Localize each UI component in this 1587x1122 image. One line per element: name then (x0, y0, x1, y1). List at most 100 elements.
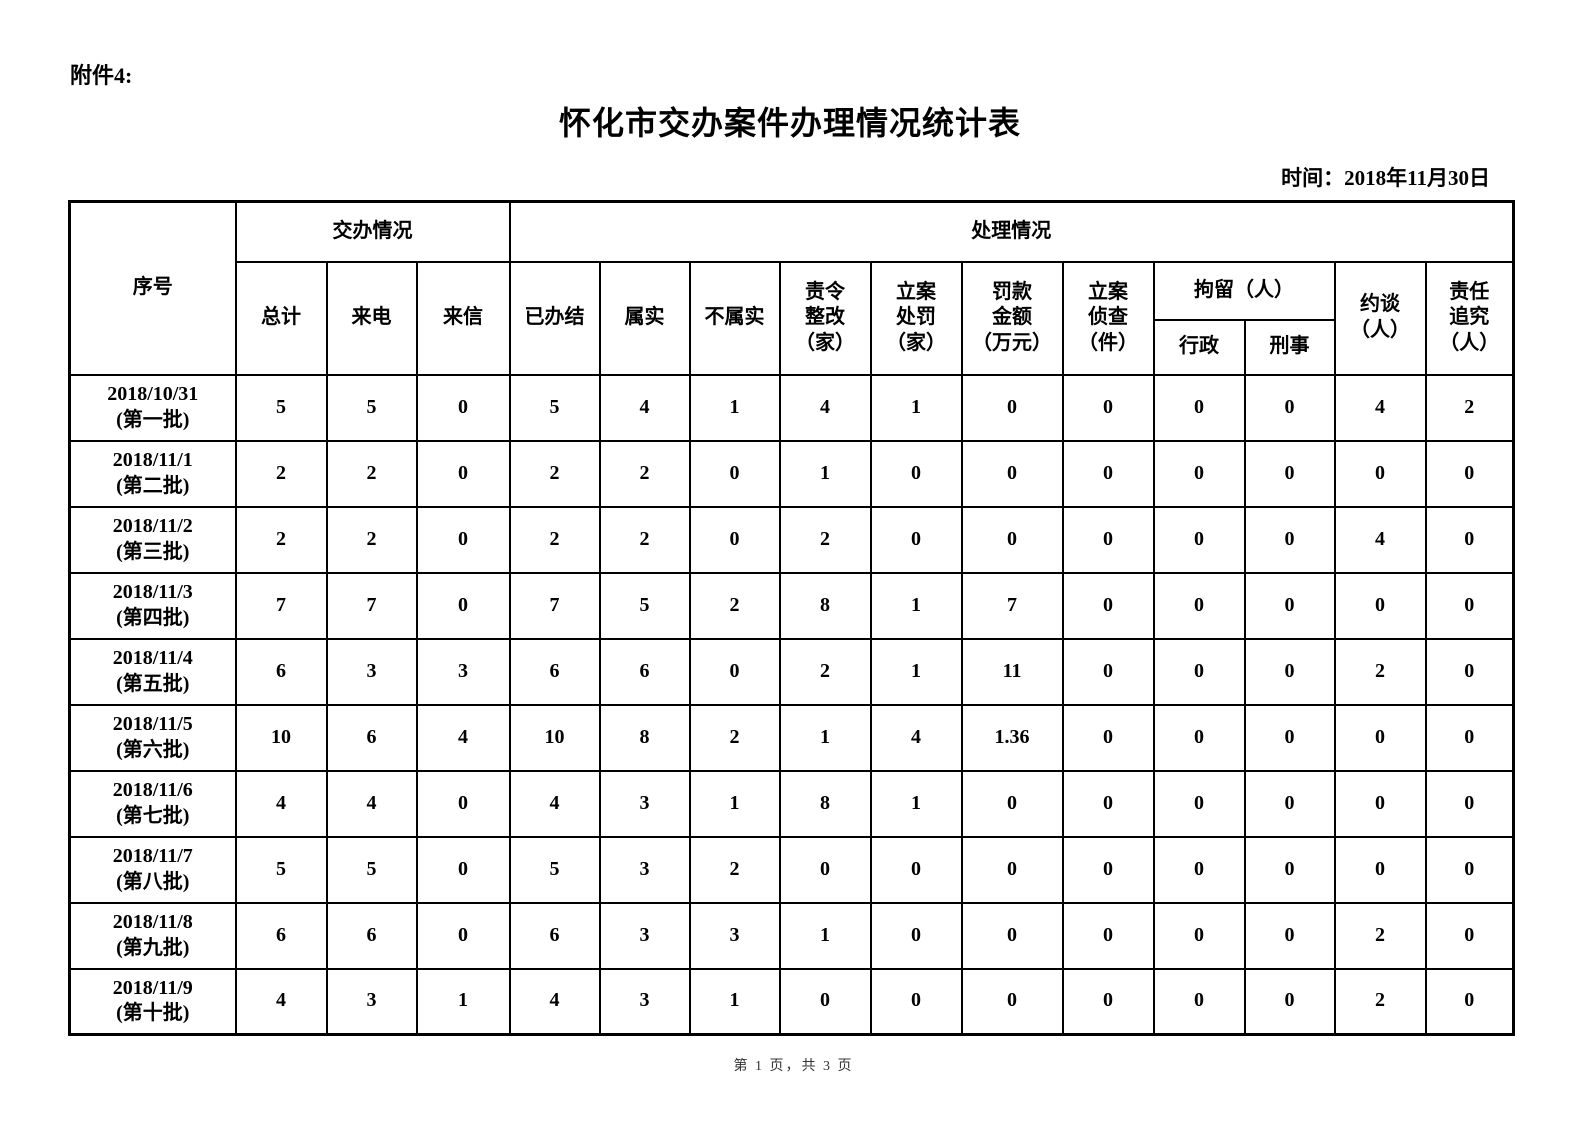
cell: 5 (508, 835, 601, 904)
cell: 1.36 (960, 703, 1064, 772)
cell: 0 (778, 967, 872, 1036)
cell: 0 (415, 373, 511, 442)
cell: 2 (598, 439, 691, 508)
cell: 0 (869, 967, 963, 1036)
cell: 0 (869, 439, 963, 508)
table-row: 2018/11/7 (第八批) 5 5 0 5 3 2 0 0 0 0 0 0 … (68, 835, 1515, 904)
cell: 8 (778, 571, 872, 640)
cell: 0 (1424, 637, 1515, 706)
cell: 2 (688, 703, 781, 772)
cell: 0 (1424, 967, 1515, 1036)
cell: 4 (598, 373, 691, 442)
cell: 0 (1424, 901, 1515, 970)
cell: 5 (234, 373, 328, 442)
cell: 3 (598, 769, 691, 838)
cell: 3 (598, 967, 691, 1036)
cell: 0 (1152, 439, 1246, 508)
cell: 0 (1152, 967, 1246, 1036)
header-completed: 已办结 (508, 260, 601, 376)
cell: 2 (1333, 637, 1427, 706)
cell: 0 (688, 505, 781, 574)
cell: 10 (508, 703, 601, 772)
cell: 0 (1333, 703, 1427, 772)
cell: 2 (234, 439, 328, 508)
cell: 0 (1061, 703, 1155, 772)
cell: 0 (1152, 901, 1246, 970)
cell: 0 (960, 901, 1064, 970)
table-body: 2018/10/31 (第一批) 5 5 0 5 4 1 4 1 0 0 0 0… (68, 373, 1515, 1036)
cell: 0 (1152, 505, 1246, 574)
row-label: 2018/11/2 (第三批) (68, 505, 237, 574)
cell: 0 (869, 901, 963, 970)
cell: 5 (325, 835, 418, 904)
row-label: 2018/11/3 (第四批) (68, 571, 237, 640)
cell: 0 (1152, 703, 1246, 772)
cell: 0 (1152, 769, 1246, 838)
cell: 0 (1243, 505, 1336, 574)
cell: 5 (598, 571, 691, 640)
header-row-columns: 总计 来电 来信 已办结 属实 不属实 责令 整改 （家） 立案 处罚 （家） … (70, 260, 1515, 376)
cell: 0 (1061, 769, 1155, 838)
cell: 1 (688, 373, 781, 442)
cell: 0 (1243, 967, 1336, 1036)
cell: 0 (415, 505, 511, 574)
cell: 0 (1424, 835, 1515, 904)
cell: 0 (1061, 967, 1155, 1036)
attachment-label: 附件4: (70, 63, 133, 88)
cell: 0 (1424, 505, 1515, 574)
cell: 2 (325, 439, 418, 508)
cell: 0 (960, 373, 1064, 442)
cell: 1 (778, 703, 872, 772)
header-detention: 拘留（人） (1152, 260, 1336, 321)
cell: 0 (1152, 637, 1246, 706)
cell: 4 (1333, 505, 1427, 574)
cell: 0 (415, 901, 511, 970)
cell: 2 (778, 505, 872, 574)
cell: 0 (415, 835, 511, 904)
table-row: 2018/10/31 (第一批) 5 5 0 5 4 1 4 1 0 0 0 0… (68, 373, 1515, 442)
cell: 3 (325, 637, 418, 706)
cell: 3 (325, 967, 418, 1036)
cell: 0 (960, 967, 1064, 1036)
cell: 0 (1243, 637, 1336, 706)
table-row: 2018/11/8 (第九批) 6 6 0 6 3 3 1 0 0 0 0 0 … (68, 901, 1515, 970)
cell: 2 (598, 505, 691, 574)
cell: 4 (508, 967, 601, 1036)
cell: 1 (778, 439, 872, 508)
header-verified: 属实 (598, 260, 691, 376)
cell: 3 (688, 901, 781, 970)
header-rectification: 责令 整改 （家） (778, 260, 872, 376)
cell: 0 (415, 439, 511, 508)
header-group-assignment: 交办情况 (234, 200, 511, 263)
cell: 0 (1152, 571, 1246, 640)
header-calls: 来电 (325, 260, 418, 376)
cell: 0 (1243, 835, 1336, 904)
cell: 2 (234, 505, 328, 574)
cell: 0 (1333, 571, 1427, 640)
header-accountability: 责任 追究 （人） (1424, 260, 1515, 376)
cell: 0 (778, 835, 872, 904)
header-letters: 来信 (415, 260, 511, 376)
cell: 4 (415, 703, 511, 772)
cell: 7 (325, 571, 418, 640)
cell: 0 (1243, 571, 1336, 640)
cell: 0 (1061, 505, 1155, 574)
cell: 11 (960, 637, 1064, 706)
cell: 0 (1061, 901, 1155, 970)
cell: 2 (778, 637, 872, 706)
cell: 0 (1243, 769, 1336, 838)
cell: 4 (869, 703, 963, 772)
cell: 6 (234, 637, 328, 706)
cell: 1 (415, 967, 511, 1036)
row-label: 2018/10/31 (第一批) (68, 373, 237, 442)
table-header: 序号 交办情况 处理情况 总计 来电 来信 已办结 属实 不属实 责令 整改 （… (68, 200, 1515, 376)
table-row: 2018/11/5 (第六批) 10 6 4 10 8 2 1 4 1.36 0… (68, 703, 1515, 772)
cell: 0 (688, 439, 781, 508)
row-label: 2018/11/9 (第十批) (68, 967, 237, 1036)
cell: 2 (325, 505, 418, 574)
header-serial: 序号 (68, 200, 237, 376)
cell: 0 (1152, 835, 1246, 904)
cell: 6 (234, 901, 328, 970)
table-row: 2018/11/1 (第二批) 2 2 0 2 2 0 1 0 0 0 0 0 … (68, 439, 1515, 508)
cell: 6 (325, 703, 418, 772)
